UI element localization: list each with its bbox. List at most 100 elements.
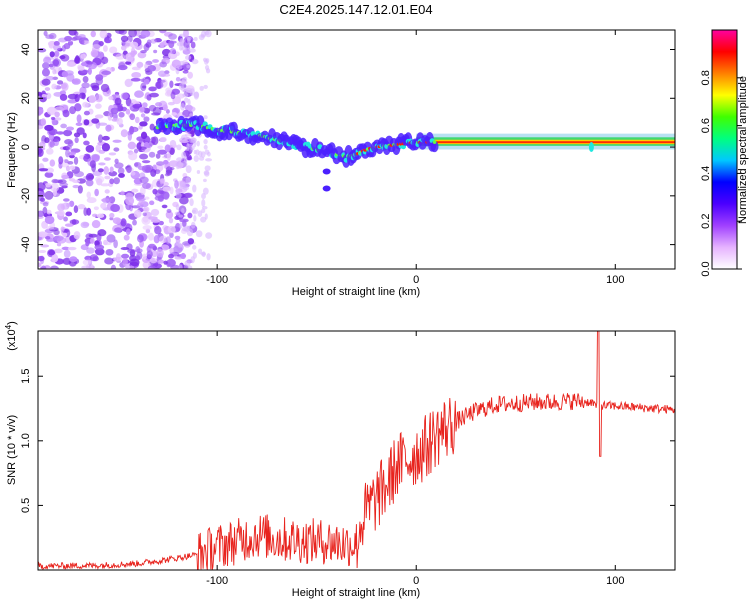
speckle-mark xyxy=(107,112,113,121)
speckle-mark xyxy=(125,61,132,65)
speckle-mark xyxy=(178,244,182,248)
speckle-mark xyxy=(205,232,213,239)
speckle-mark xyxy=(52,187,57,197)
speckle-mark xyxy=(205,158,213,162)
speckle-mark xyxy=(101,143,111,152)
speckle-mark xyxy=(140,50,147,54)
speckle-mark xyxy=(197,210,203,217)
speckle-mark xyxy=(144,196,150,200)
speckle-mark xyxy=(168,253,175,259)
speckle-mark xyxy=(166,258,176,267)
speckle-mark xyxy=(136,197,146,202)
speckle-mark xyxy=(157,145,164,149)
speckle-mark xyxy=(94,114,104,119)
speckle-mark xyxy=(66,202,71,208)
speckle-mark xyxy=(124,78,133,88)
colorbar: 0.0 0.2 0.4 0.6 0.8 Normalized spectral ampl… xyxy=(700,29,749,277)
speckle-mark xyxy=(198,156,205,161)
speckle-mark xyxy=(108,96,114,101)
speckle-mark xyxy=(180,103,185,111)
speckle-mark xyxy=(136,61,144,68)
speckle-mark xyxy=(69,256,78,263)
snr-x-label: Height of straight line (km) xyxy=(292,587,420,599)
speckle-mark xyxy=(97,122,108,126)
speckle-mark xyxy=(196,169,201,175)
speckle-mark xyxy=(175,241,181,246)
speckle-mark xyxy=(96,213,105,218)
speckle-mark xyxy=(186,64,191,69)
speckle-mark xyxy=(182,92,189,98)
speckle-mark xyxy=(175,189,180,195)
speckle-mark xyxy=(42,157,49,162)
speckle-mark xyxy=(62,109,70,118)
speckle-mark xyxy=(198,34,205,41)
speckle-mark xyxy=(103,166,109,175)
speckle-mark xyxy=(127,249,137,254)
speckle-mark xyxy=(69,151,76,155)
speckle-mark xyxy=(126,164,132,174)
speckle-mark xyxy=(139,121,148,127)
speckle-mark xyxy=(41,78,51,86)
speckle-mark xyxy=(158,220,164,226)
speckle-mark xyxy=(91,44,101,49)
speckle-mark xyxy=(98,162,106,166)
colorbar-tick-label: 0.4 xyxy=(700,166,712,181)
speckle-mark xyxy=(180,252,186,260)
speckle-mark xyxy=(148,151,156,158)
speckle-mark xyxy=(142,102,148,108)
speckle-mark xyxy=(200,208,206,214)
speckle-mark xyxy=(187,37,191,45)
speckle-mark xyxy=(86,191,92,199)
speckle-mark xyxy=(192,245,197,250)
speckle-mark xyxy=(142,212,147,217)
speckle-mark xyxy=(65,149,70,158)
ridge-band xyxy=(416,141,675,144)
speckle-mark xyxy=(48,249,56,256)
speckle-mark xyxy=(100,202,107,210)
speckle-mark xyxy=(85,241,90,247)
speckle-mark xyxy=(122,257,128,267)
speckle-mark xyxy=(175,204,180,211)
speckle-mark xyxy=(62,129,73,137)
speckle-mark xyxy=(150,208,160,216)
speckle-mark xyxy=(189,48,196,53)
speckle-mark xyxy=(178,60,186,66)
speckle-mark xyxy=(103,242,112,246)
speckle-mark xyxy=(180,134,188,142)
speckle-mark xyxy=(40,118,47,126)
speckle-mark xyxy=(77,66,85,71)
speckle-mark xyxy=(82,76,89,83)
speckle-mark xyxy=(42,206,48,215)
speckle-mark xyxy=(140,30,151,38)
speckle-mark xyxy=(56,80,64,85)
speckle-mark xyxy=(91,85,100,92)
speckle-mark xyxy=(143,206,150,212)
speckle-mark xyxy=(204,170,210,177)
speckle-mark xyxy=(112,217,122,225)
speckle-mark xyxy=(105,248,114,256)
speckle-mark xyxy=(42,62,50,70)
speckle-mark xyxy=(38,231,48,238)
speckle-mark xyxy=(94,94,103,103)
colorbar-tick-label: 0.6 xyxy=(700,118,712,133)
speckle-mark xyxy=(187,98,191,107)
speckle-mark xyxy=(89,237,95,245)
speckle-mark xyxy=(104,189,110,194)
speckle-mark xyxy=(129,265,135,269)
snr-frame xyxy=(37,330,676,571)
speckle-mark xyxy=(86,61,94,65)
speckle-mark xyxy=(46,148,54,155)
speckle-mark xyxy=(165,109,170,114)
speckle-mark xyxy=(85,179,94,187)
speckle-mark xyxy=(71,219,77,225)
speckle-mark xyxy=(171,112,178,116)
speckle-mark xyxy=(189,88,195,96)
speckle-mark xyxy=(44,182,52,188)
speckle-mark xyxy=(129,125,135,135)
speckle-mark xyxy=(105,124,112,132)
speckle-mark xyxy=(184,97,189,103)
speckle-mark xyxy=(72,184,80,189)
speckle-mark xyxy=(190,41,196,49)
speckle-mark xyxy=(49,51,55,58)
speckle-mark xyxy=(150,136,156,144)
